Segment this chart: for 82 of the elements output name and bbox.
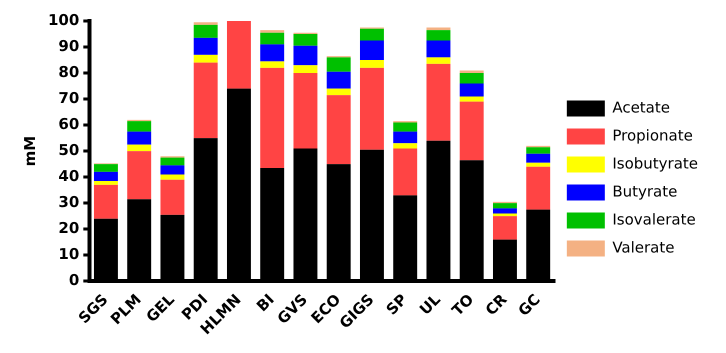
bar (94, 172, 118, 182)
y-tick-label: 90 (58, 36, 80, 55)
bar (460, 102, 484, 160)
bar (526, 162, 550, 167)
legend-label: Isobutyrate (612, 154, 698, 172)
bar (160, 174, 184, 180)
y-tick-label: 70 (58, 88, 80, 107)
bar (194, 38, 218, 55)
bar (492, 203, 517, 208)
bar (127, 144, 152, 152)
bar (526, 147, 550, 154)
y-axis-title: mM (20, 136, 39, 166)
y-tick-label: 20 (58, 219, 80, 238)
x-tick-label: TO (448, 290, 478, 320)
y-tick-label: 10 (58, 245, 80, 264)
bar (526, 166, 550, 210)
bar (326, 95, 351, 164)
bar (94, 164, 118, 172)
bar (492, 208, 517, 214)
bar (260, 61, 284, 68)
x-tick-label: UL (416, 290, 444, 319)
bar (426, 28, 450, 30)
x-tick-label: SP (382, 290, 411, 319)
bar (194, 54, 218, 63)
bar (194, 24, 218, 38)
bar (426, 57, 450, 64)
legend-label: Butyrate (612, 182, 678, 200)
bar (460, 70, 484, 74)
legend-label: Isovalerate (612, 210, 696, 228)
bar (426, 30, 450, 41)
x-tick-label: CR (482, 290, 511, 320)
y-tick-label: 60 (58, 114, 80, 133)
y-tick-label: 50 (58, 140, 80, 159)
bar (426, 40, 450, 58)
legend-label: Valerate (612, 238, 674, 256)
legend-label: Propionate (612, 126, 693, 144)
bar (326, 57, 351, 72)
bar (426, 64, 450, 141)
y-tick-label: 80 (58, 62, 80, 81)
x-tick-label: BI (253, 290, 278, 316)
bar (260, 68, 284, 168)
bar (393, 143, 418, 148)
y-tick-label: 100 (48, 10, 80, 29)
bar (127, 132, 152, 145)
bar (260, 44, 284, 62)
bar (360, 60, 384, 68)
bar (226, 21, 251, 89)
bar (94, 181, 118, 185)
bar (492, 216, 517, 240)
bar (160, 180, 184, 215)
bar (194, 22, 218, 25)
bar (293, 73, 318, 148)
x-tick-label: GC (514, 290, 544, 320)
bar (492, 214, 517, 216)
bar (260, 32, 284, 44)
bar (360, 28, 384, 41)
bar (293, 65, 318, 74)
bar (293, 46, 318, 66)
bar (526, 154, 550, 163)
y-tick-label: 40 (58, 167, 80, 186)
bar (293, 34, 318, 46)
bar (360, 68, 384, 150)
y-tick-label: 0 (68, 271, 80, 290)
bar (460, 83, 484, 96)
y-tick-label: 30 (58, 193, 80, 212)
bar (460, 73, 484, 84)
bar (326, 72, 351, 89)
bar (160, 165, 184, 175)
bar (94, 184, 118, 219)
bar (127, 121, 152, 132)
bar (360, 40, 384, 60)
legend-label: Acetate (612, 98, 670, 116)
bar (260, 30, 284, 33)
bar (460, 96, 484, 102)
x-tick-label: GEL (142, 290, 178, 326)
bar (393, 122, 418, 132)
bar (194, 62, 218, 138)
bar (393, 132, 418, 144)
bar (326, 88, 351, 96)
bar (393, 148, 418, 196)
bar (160, 158, 184, 166)
bar (127, 151, 152, 200)
